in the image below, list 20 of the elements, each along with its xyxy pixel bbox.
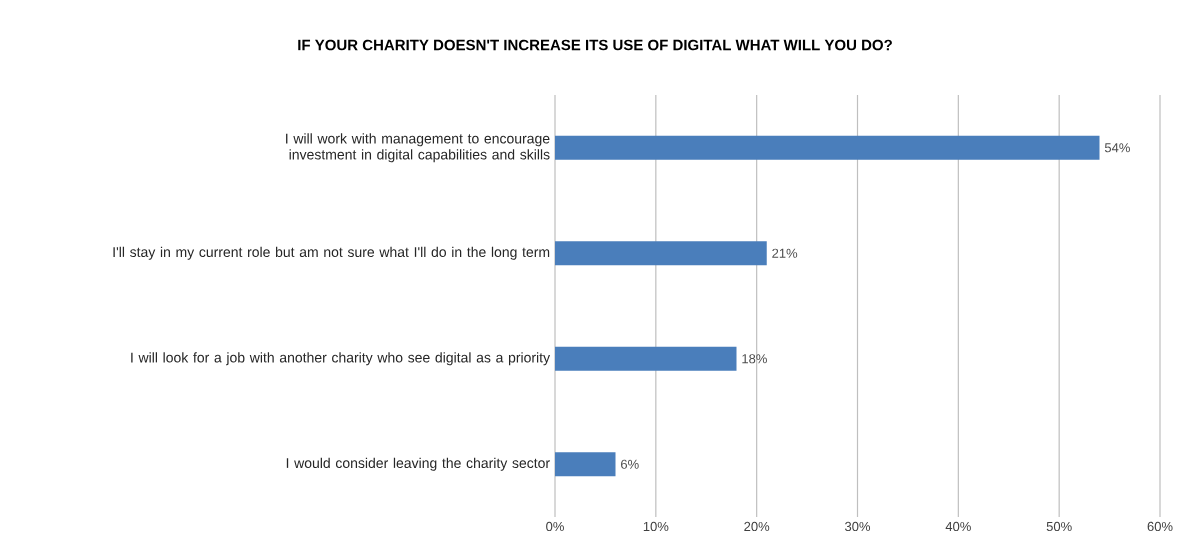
bar bbox=[555, 452, 616, 477]
y-tick-label: I will look for a job with another charity who see digital as a priority bbox=[131, 352, 551, 366]
data-label: 54% bbox=[1104, 143, 1130, 153]
x-tick-label: 50% bbox=[1046, 521, 1072, 532]
bar bbox=[555, 135, 1100, 160]
data-label: 21% bbox=[772, 248, 798, 258]
x-tick-label: 40% bbox=[945, 521, 971, 532]
chart-title: IF YOUR CHARITY DOESN'T INCREASE ITS USE OF DIGITAL WHAT WILL YOU DO? bbox=[298, 39, 892, 51]
y-tick-label: I would consider leaving the charity sector bbox=[286, 457, 550, 471]
y-tick-label: I will work with management to encourage investment in digital capabilities and skills bbox=[286, 133, 550, 163]
bar bbox=[555, 241, 767, 266]
y-tick-label: I'll stay in my current role but am not sure what I'll do in the long term bbox=[113, 246, 550, 260]
x-tick-label: 10% bbox=[643, 521, 669, 532]
data-label: 18% bbox=[742, 354, 767, 364]
x-tick-label: 30% bbox=[844, 521, 871, 532]
data-label: 6% bbox=[621, 459, 639, 469]
x-tick-label: 20% bbox=[744, 521, 770, 532]
x-tick-label: 0% bbox=[546, 521, 564, 532]
x-tick-label: 60% bbox=[1147, 521, 1173, 532]
bar bbox=[555, 346, 737, 371]
